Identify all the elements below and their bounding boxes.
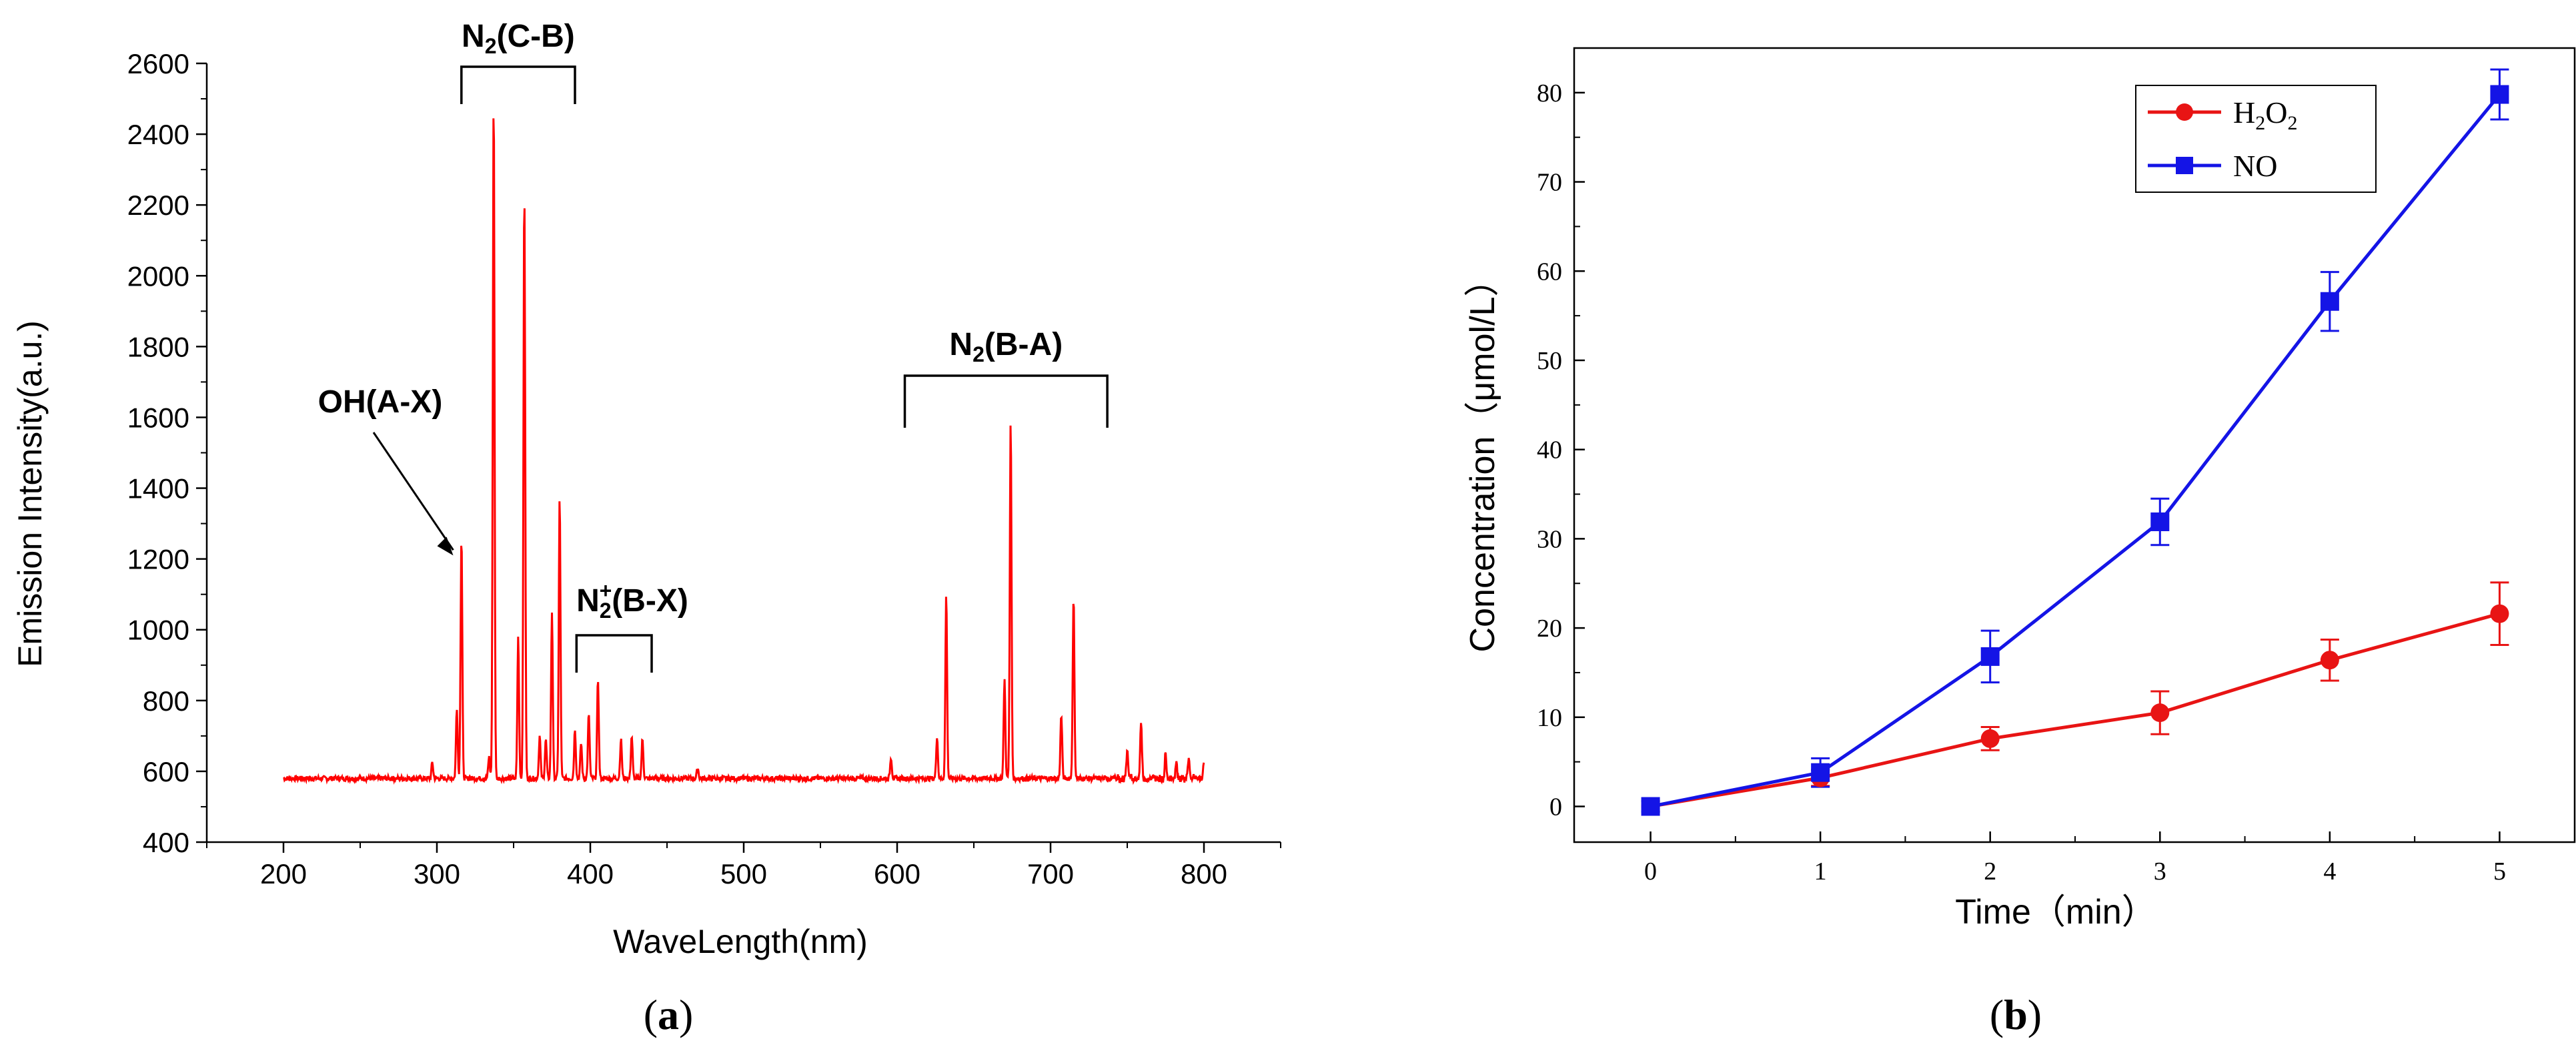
chart-a-ytick-label: 1400 [127, 473, 189, 504]
chart-b-ylabel: Concentration（μmol/L） [1463, 262, 1502, 653]
chart-b-caption-letter: b [2004, 991, 2028, 1038]
point-no [1641, 797, 1660, 816]
chart-b-ticks: 0 10 20 30 40 50 60 70 80 0 1 2 3 4 5 [1537, 79, 2506, 886]
series-line-no [1650, 93, 2501, 808]
label-n2-cb: N2(C-B) [462, 19, 575, 58]
bracket-n2-ba [903, 374, 1109, 428]
chart-a-xtick-label: 400 [567, 858, 614, 890]
chart-b-axes [1573, 47, 2576, 843]
bracket-n2plus-bx [575, 634, 653, 673]
chart-b-ytick-label: 0 [1549, 793, 1562, 821]
chart-b-ytick-label: 20 [1537, 615, 1562, 643]
legend-no-marker [2176, 157, 2193, 174]
legend-no-label: NO [2233, 149, 2277, 183]
chart-b-ytick-label: 80 [1537, 79, 1562, 107]
legend-box [2135, 85, 2377, 193]
chart-a-caption-letter: a [658, 991, 679, 1038]
chart-a-ytick-label: 2400 [127, 119, 189, 150]
legend-h2o2-marker [2176, 103, 2193, 121]
chart-a-ytick-label: 1000 [127, 615, 189, 646]
chart-b-xtick-label: 2 [1984, 857, 1996, 886]
point-h2o2 [2320, 651, 2339, 670]
chart-b-xtick-label: 1 [1814, 857, 1827, 886]
chart-b-xtick-label: 5 [2493, 857, 2506, 886]
label-n2plus-bx: N2+(B-X) [576, 579, 688, 623]
label-n2-ba: N2(B-A) [949, 327, 1063, 366]
chart-a-xtick-label: 700 [1027, 858, 1074, 890]
point-no [1980, 647, 2000, 666]
chart-a-ytick-label: 800 [143, 685, 189, 717]
point-no [2150, 512, 2170, 531]
chart-b: 0 10 20 30 40 50 60 70 80 0 1 2 3 4 5 H2O2 NO Time（min… [1463, 47, 2576, 1038]
legend-h2o2-label: H2O2 [2233, 95, 2297, 134]
chart-b-xtick-label: 4 [2323, 857, 2336, 886]
series-line-h2o2 [1650, 612, 2501, 808]
chart-b-caption: (b) [1990, 991, 2042, 1038]
point-no [2320, 292, 2339, 311]
label-oh-ax: OH(A-X) [318, 384, 443, 420]
point-h2o2 [1980, 729, 2000, 748]
arrow-head-oh-ax [437, 537, 454, 556]
bracket-n2-cb [460, 65, 576, 104]
chart-a-annotations: N2(C-B) OH(A-X) N2+(B-X) N2(B-A) [318, 19, 1109, 673]
chart-a-xtick-label: 300 [414, 858, 460, 890]
chart-a-ytick-label: 400 [143, 827, 189, 858]
spectrum-line [283, 118, 1205, 785]
chart-b-xlabel: Time（min） [1955, 893, 2156, 932]
chart-a-xtick-label: 600 [874, 858, 920, 890]
chart-a-axes [205, 63, 1281, 843]
chart-a-caption: (a) [644, 991, 694, 1038]
chart-b-ytick-label: 50 [1537, 347, 1562, 375]
point-h2o2 [2150, 703, 2170, 723]
chart-b-ytick-label: 70 [1537, 169, 1562, 197]
chart-a: 400 600 800 1000 1200 1400 1600 1800 2000 2200 240… [11, 19, 1281, 1038]
chart-a-xlabel: WaveLength(nm) [613, 923, 868, 960]
chart-a-ticks: 400 600 800 1000 1200 1400 1600 1800 2000 2200 240… [127, 48, 1281, 890]
point-no [2490, 85, 2509, 104]
chart-a-ytick-label: 600 [143, 756, 189, 787]
chart-a-ytick-label: 1600 [127, 402, 189, 433]
point-no [1811, 763, 1830, 782]
chart-a-ytick-label: 2000 [127, 260, 189, 292]
chart-a-ylabel: Emission Intensity(a.u.) [11, 320, 49, 667]
chart-b-xtick-label: 0 [1644, 857, 1657, 886]
point-h2o2 [2490, 604, 2509, 623]
chart-b-ytick-label: 40 [1537, 436, 1562, 464]
chart-b-legend: H2O2 NO [2135, 85, 2377, 193]
chart-a-ytick-label: 2600 [127, 48, 189, 79]
chart-b-frame [1573, 47, 2576, 843]
chart-a-xtick-label: 800 [1181, 858, 1227, 890]
chart-a-xtick-label: 200 [260, 858, 307, 890]
chart-b-ytick-label: 30 [1537, 525, 1562, 553]
chart-b-ytick-label: 10 [1537, 704, 1562, 732]
chart-b-xtick-label: 3 [2154, 857, 2166, 886]
chart-b-series [1641, 68, 2509, 816]
chart-a-ytick-label: 2200 [127, 190, 189, 221]
chart-b-ytick-label: 60 [1537, 258, 1562, 286]
chart-a-series [283, 118, 1205, 785]
chart-a-ytick-label: 1800 [127, 331, 189, 362]
arrow-oh-ax [372, 432, 454, 551]
chart-a-ytick-label: 1200 [127, 544, 189, 575]
chart-a-xtick-label: 500 [720, 858, 767, 890]
